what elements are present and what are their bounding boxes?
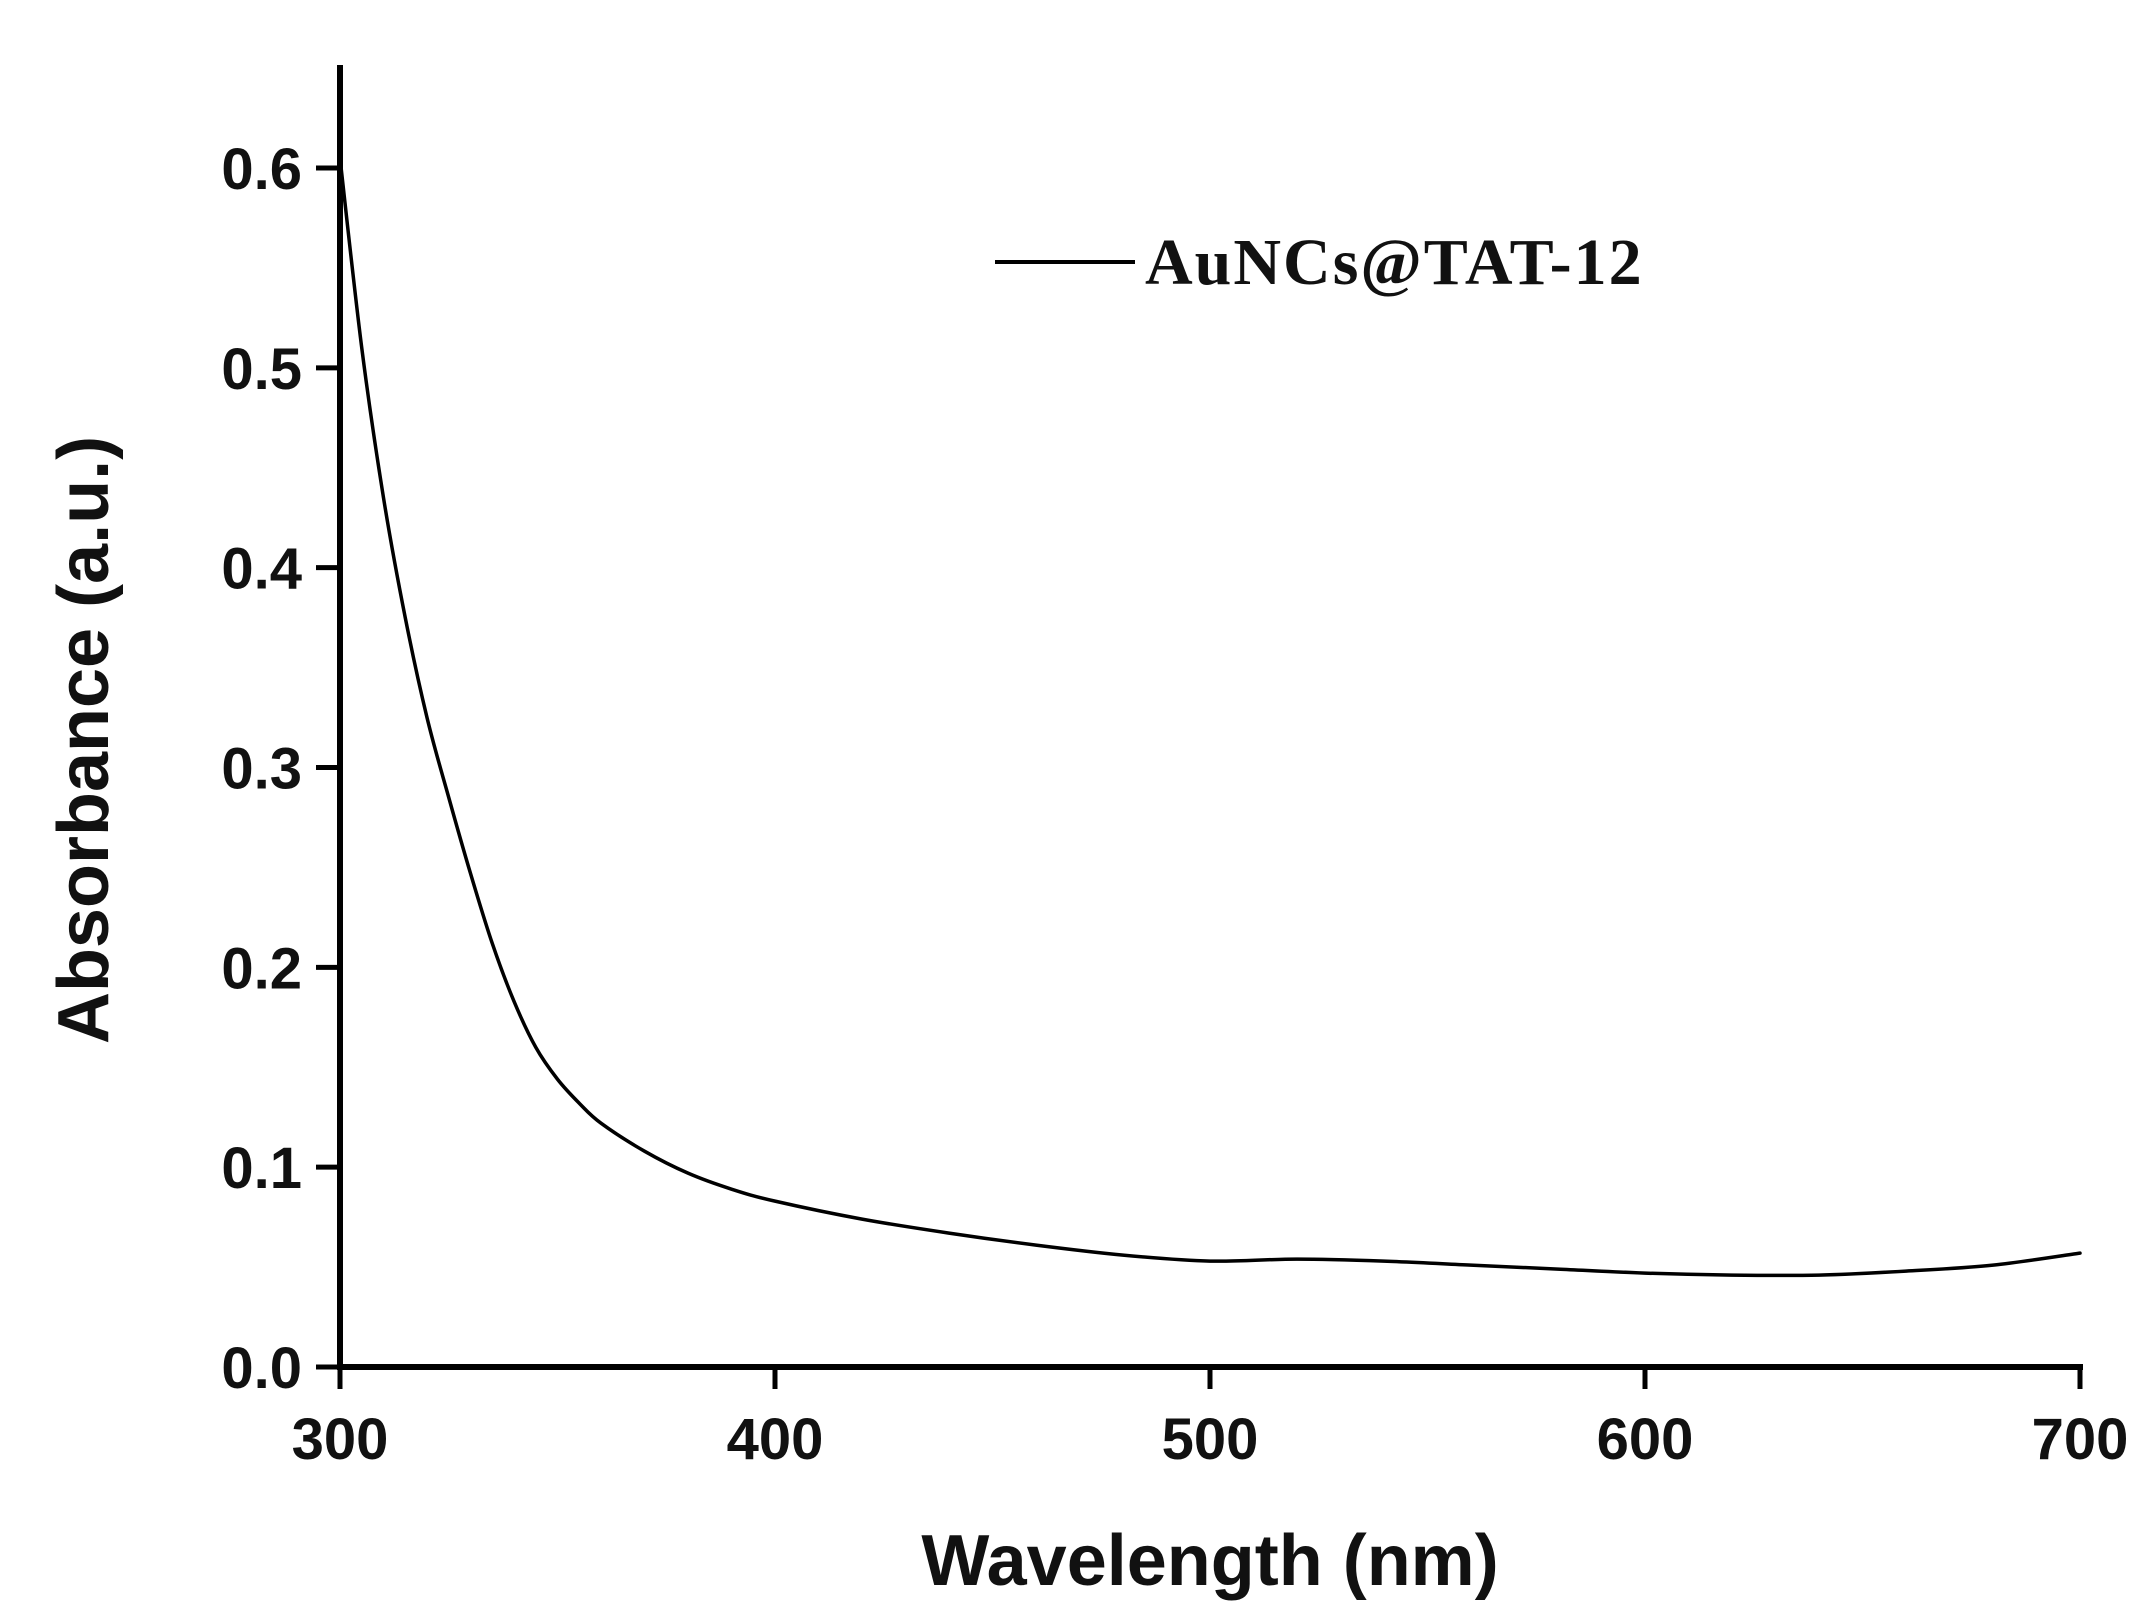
x-tick-label: 300 — [292, 1407, 389, 1472]
legend-label: AuNCs@TAT-12 — [1145, 226, 1644, 299]
y-tick-label: 0.0 — [221, 1336, 302, 1401]
axis-titles: Wavelength (nm) Absorbance (a.u.) — [44, 436, 1499, 1601]
legend: AuNCs@TAT-12 — [995, 226, 1644, 299]
x-tick-label: 400 — [727, 1407, 824, 1472]
y-tick-label: 0.2 — [221, 936, 302, 1001]
y-tick-label: 0.6 — [221, 137, 302, 202]
x-axis-title: Wavelength (nm) — [921, 1521, 1498, 1601]
plot-area — [338, 156, 2082, 1278]
series-line — [338, 156, 2082, 1278]
x-tick-label: 600 — [1597, 1407, 1694, 1472]
y-tick-label: 0.4 — [221, 537, 302, 602]
x-tick-label: 500 — [1162, 1407, 1259, 1472]
x-tick-label: 700 — [2032, 1407, 2129, 1472]
ticks: 300 400 500 600 700 0.0 0.1 0.2 0.3 0.4 0.5 0.6 — [221, 137, 2128, 1472]
y-tick-label: 0.5 — [221, 337, 302, 402]
y-tick-label: 0.1 — [221, 1136, 302, 1201]
y-tick-label: 0.3 — [221, 737, 302, 802]
y-axis-title: Absorbance (a.u.) — [44, 436, 124, 1044]
